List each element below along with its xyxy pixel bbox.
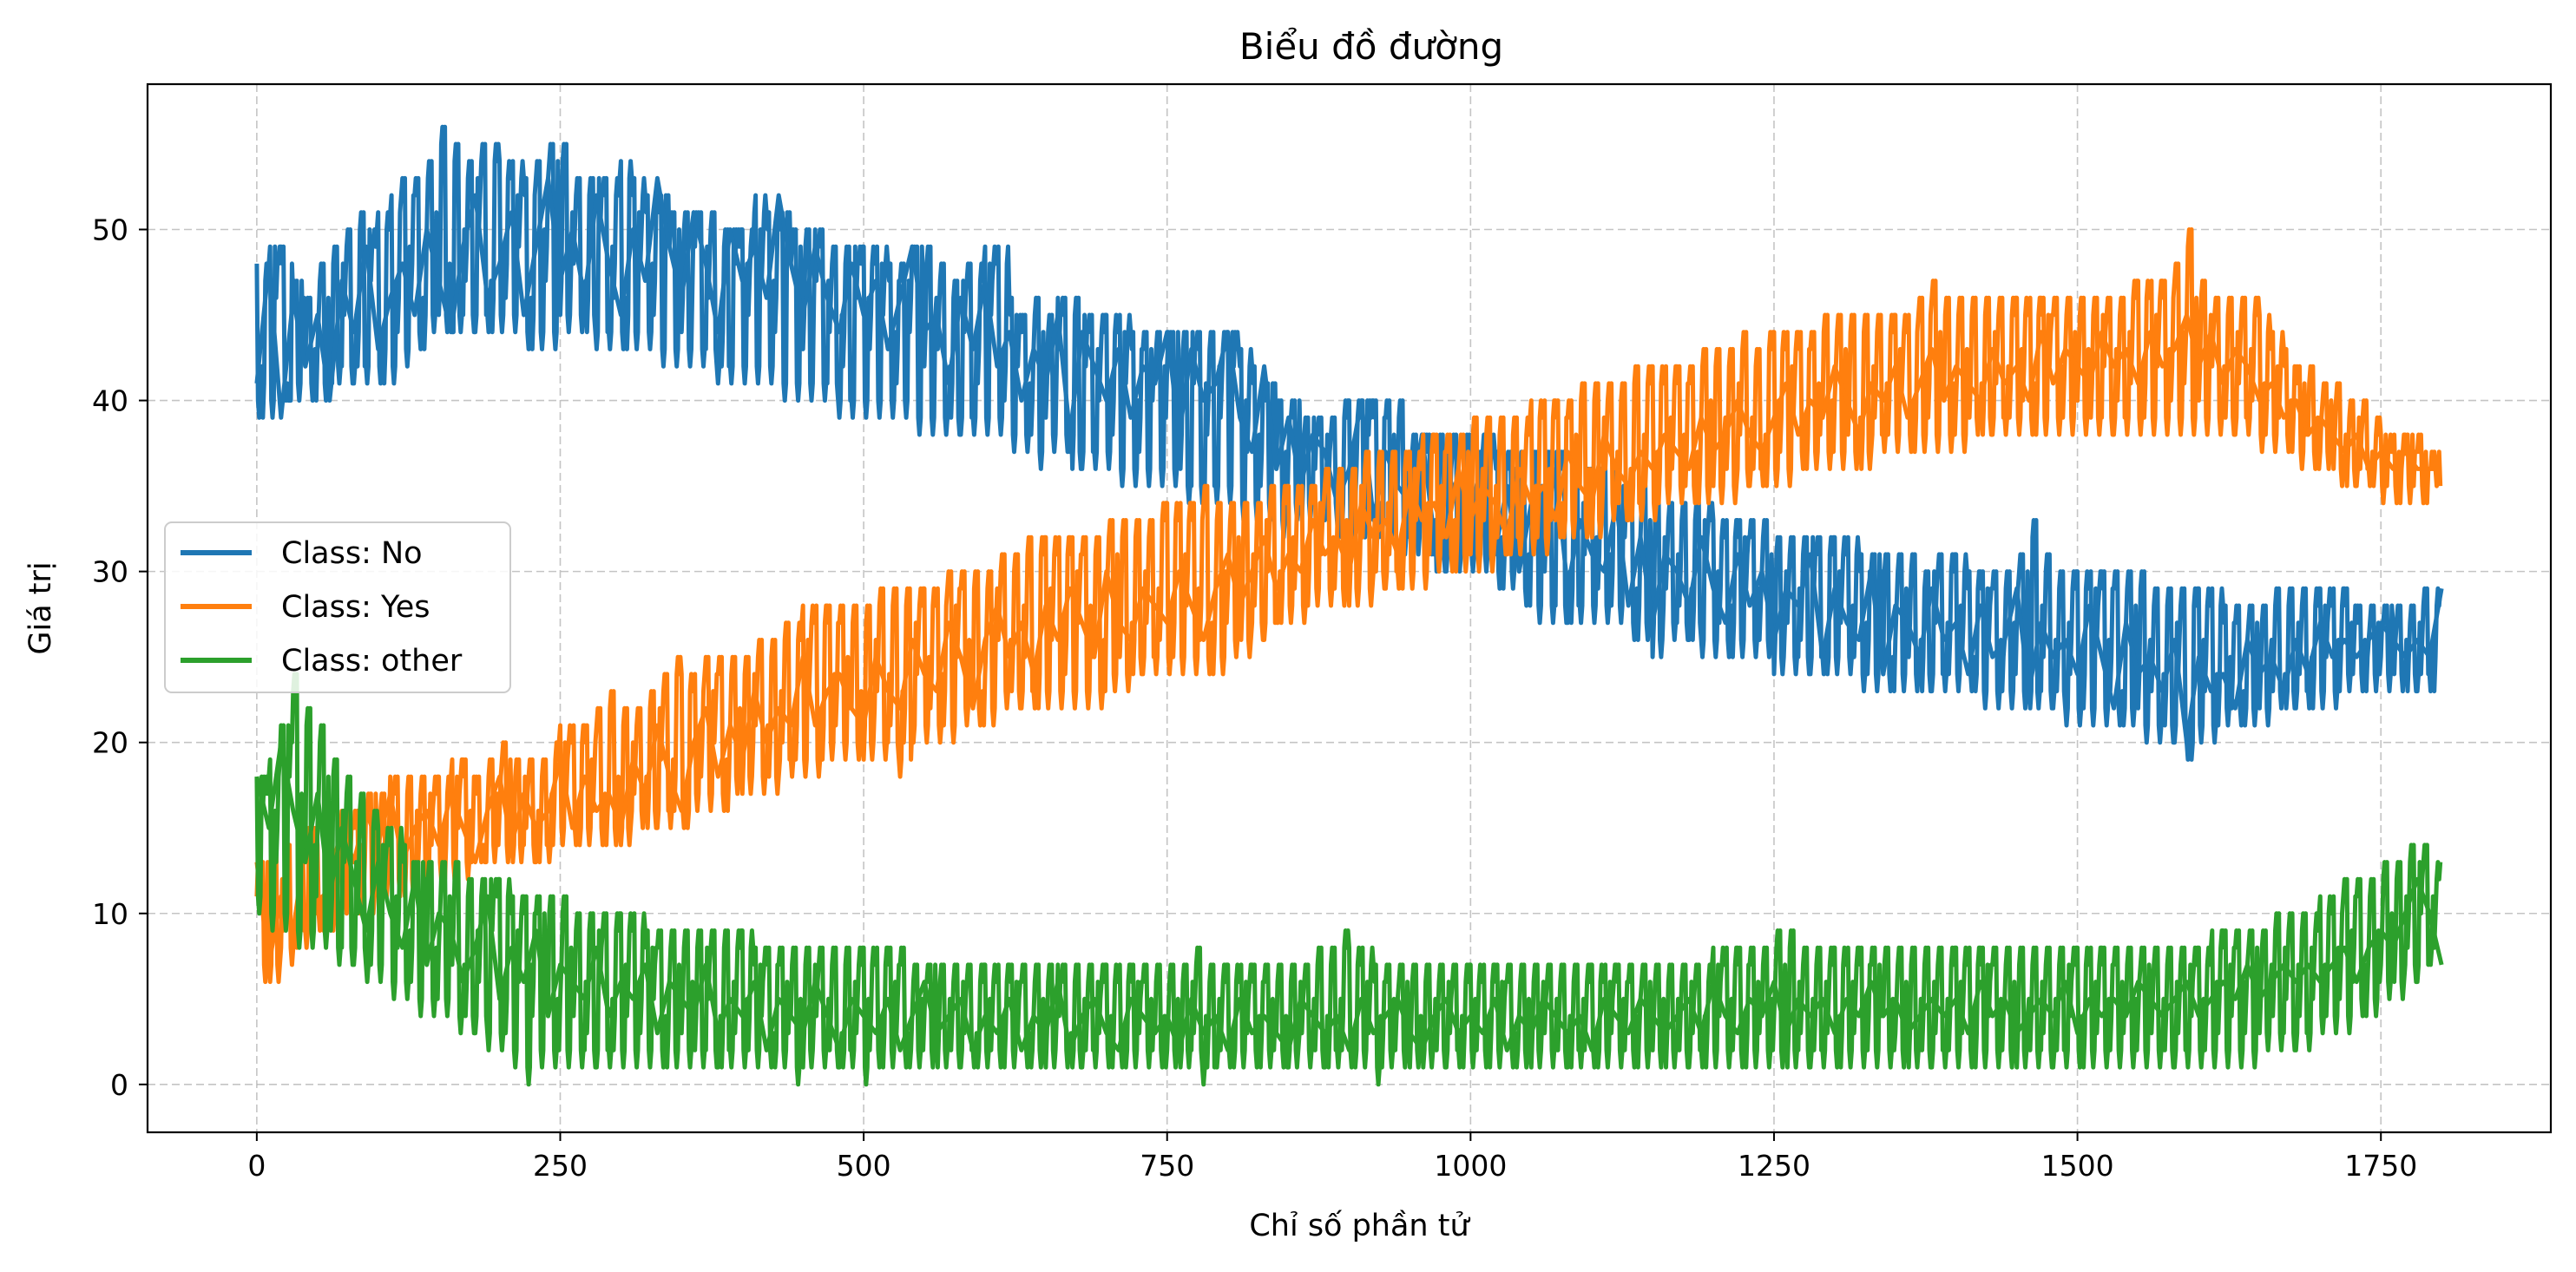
x-axis-label: Chỉ số phần tử — [1249, 1209, 1470, 1243]
legend-box — [164, 521, 511, 693]
x-tick-label: 750 — [1140, 1149, 1194, 1183]
series-noise-class-no — [254, 124, 2443, 762]
x-tick-label: 250 — [533, 1149, 588, 1183]
x-tick-label: 1250 — [1738, 1149, 1810, 1183]
series-line-class-other — [254, 740, 2444, 1052]
legend-label-class-no: Class: No — [281, 536, 423, 571]
series-line-class-yes — [254, 312, 2442, 967]
x-tick-label: 1000 — [1434, 1149, 1507, 1183]
y-tick-label: 20 — [92, 726, 128, 760]
y-tick-label: 30 — [92, 555, 128, 589]
legend-label-class-yes: Class: Yes — [281, 590, 430, 625]
chart-title: Biểu đồ đường — [1239, 25, 1503, 68]
x-tick-label: 1750 — [2344, 1149, 2417, 1183]
plot-lines — [254, 124, 2444, 1087]
x-tick-label: 1500 — [2041, 1149, 2114, 1183]
y-tick-label: 50 — [92, 213, 128, 247]
series-noise-class-yes — [254, 227, 2443, 985]
plot-frame — [146, 82, 2553, 1134]
y-axis-label: Giá trị — [23, 561, 58, 654]
legend-label-class-other: Class: other — [281, 644, 463, 679]
y-tick-label: 40 — [92, 384, 128, 418]
series-line-class-no — [254, 175, 2444, 745]
x-tick-label: 0 — [247, 1149, 266, 1183]
y-axis: 0 10 20 30 40 50 — [92, 213, 148, 1102]
y-tick-label: 10 — [92, 897, 128, 931]
x-tick-label: 500 — [837, 1149, 891, 1183]
series-noise-class-other — [254, 672, 2443, 1087]
y-tick-label: 0 — [110, 1068, 128, 1102]
legend: Class: No Class: Yes Class: other — [164, 521, 511, 693]
x-axis: 0 250 500 750 1000 1250 1500 1750 — [247, 1132, 2417, 1183]
